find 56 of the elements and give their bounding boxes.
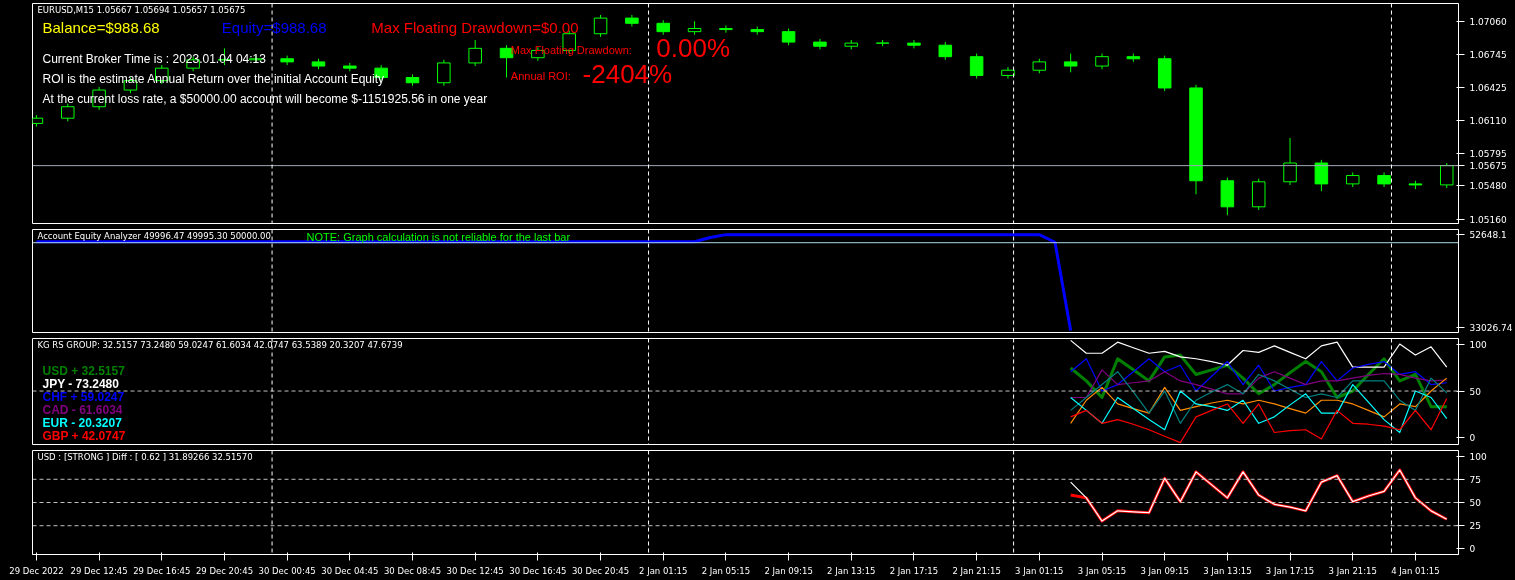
text: JPY - 73.2480 <box>42 376 120 391</box>
x-tick-label: 2 Jan 01:15 <box>639 565 688 576</box>
chart-title: EURUSD,M15 1.05667 1.05694 1.05657 1.05675 <box>37 4 246 15</box>
y-tick-label: 1.05160 <box>1469 214 1507 225</box>
annotation: Balance=$988.68 <box>42 18 160 36</box>
chart-title: USD : [STRONG ] Diff : [ 0.62 ] 31.89266 32.51570 <box>37 451 253 462</box>
text: CAD - 61.6034 <box>42 402 123 417</box>
annotation: NOTE: Graph calculation is not reliable for the last bar <box>306 230 571 243</box>
x-tick-label: 29 Dec 12:45 <box>70 565 128 576</box>
y-tick-label: 100 <box>1469 340 1487 351</box>
x-tick-label: 29 Dec 20:45 <box>195 565 254 576</box>
x-tick-label: 30 Dec 12:45 <box>446 565 504 576</box>
y-tick-label: 1.06745 <box>1469 49 1507 60</box>
x-tick-label: 2 Jan 21:15 <box>952 565 1001 576</box>
x-tick-label: 30 Dec 20:45 <box>571 565 630 576</box>
chart-title: Account Equity Analyzer 49996.47 49995.30 50000.00 <box>37 230 271 241</box>
y-tick-label: 1.07060 <box>1469 16 1507 27</box>
x-tick-label: 2 Jan 13:15 <box>827 565 876 576</box>
y-tick-label: 75 <box>1469 474 1481 485</box>
x-tick-label: 4 Jan 01:15 <box>1391 565 1440 576</box>
x-tick-label: 3 Jan 01:15 <box>1015 565 1064 576</box>
y-tick-label: 1.06110 <box>1469 115 1507 126</box>
text: USD + 32.5157 <box>42 363 126 378</box>
text: CHF + 59.0247 <box>42 389 125 404</box>
x-tick-label: 2 Jan 17:15 <box>889 565 939 576</box>
x-tick-label: 2 Jan 05:15 <box>701 565 751 576</box>
annotation: Annual ROI: <box>510 69 571 82</box>
y-tick-label: 1.05480 <box>1469 181 1507 192</box>
ref-line-label: 1.05675 <box>1469 161 1507 172</box>
x-tick-label: 30 Dec 16:45 <box>509 565 567 576</box>
x-tick-label: 3 Jan 09:15 <box>1140 565 1189 576</box>
text: EUR - 20.3207 <box>42 415 123 430</box>
x-tick-label: 3 Jan 17:15 <box>1265 565 1315 576</box>
y-tick-label: 0 <box>1469 432 1476 443</box>
x-tick-label: 30 Dec 08:45 <box>383 565 442 576</box>
x-tick-label: 3 Jan 13:15 <box>1203 565 1252 576</box>
y-tick-label: 50 <box>1469 386 1482 397</box>
y-tick-label: 50 <box>1469 498 1482 508</box>
y-tick-label: 33026.74 <box>1469 323 1513 334</box>
y-tick-label: 0 <box>1469 544 1476 555</box>
annotation: Max Floating Drawdown=$0.00 <box>371 18 579 36</box>
y-tick-label: 25 <box>1469 521 1481 532</box>
x-tick-label: 29 Dec 2022 <box>9 565 64 576</box>
y-tick-label: 1.06425 <box>1469 82 1507 93</box>
text: GBP + 42.0747 <box>42 428 126 443</box>
x-tick-label: 30 Dec 00:45 <box>258 565 316 576</box>
y-tick-label: 52648.1 <box>1469 229 1507 240</box>
y-tick-label: 100 <box>1469 451 1487 462</box>
x-tick-label: 2 Jan 09:15 <box>764 565 813 576</box>
x-tick-label: 3 Jan 21:15 <box>1328 565 1377 576</box>
x-tick-label: 30 Dec 04:45 <box>321 565 379 576</box>
x-tick-label: 3 Jan 05:15 <box>1077 565 1127 576</box>
x-tick-label: 29 Dec 16:45 <box>133 565 191 576</box>
annotation: Equity=$988.68 <box>221 18 327 36</box>
y-tick-label: 1.05795 <box>1469 148 1507 159</box>
chart-title: KG RS GROUP: 32.5157 73.2480 59.0247 61.6034 42.0747 63.5389 20.3207 47.6739 <box>37 339 403 350</box>
